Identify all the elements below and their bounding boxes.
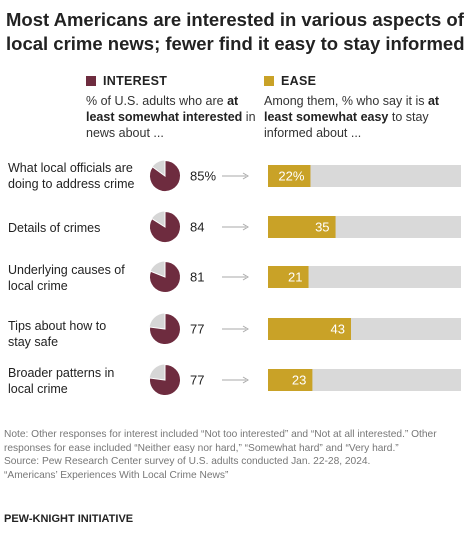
category-label-2: Underlying causes of local crime [8, 263, 125, 293]
pie-interest-0 [149, 159, 181, 192]
pie-interest-3 [149, 312, 181, 345]
category-label-0: What local officials are doing to addres… [8, 161, 135, 191]
interest-value-1: 84 [190, 220, 204, 235]
pie-interest-2 [149, 260, 181, 293]
ease-bar-track-4 [268, 369, 461, 391]
chart-svg: 85% 22% 84 35 81 21 77 43 77 23 [149, 159, 461, 396]
report-text: “Americans’ Experiences With Local Crime… [4, 469, 229, 481]
interest-value-0: 85% [190, 169, 216, 184]
arrow-head-2 [242, 273, 249, 281]
ease-bar-2 [268, 266, 309, 288]
arrow-head-1 [242, 223, 249, 231]
pie-interest-1 [149, 210, 181, 243]
legend-interest: INTEREST % of U.S. adults who are at lea… [86, 73, 256, 141]
interest-value-4: 77 [190, 373, 204, 388]
legend-ease-desc-pre: Among them, % who say it is [264, 94, 425, 108]
legend-interest-label: INTEREST [103, 74, 168, 88]
legend-ease-label: EASE [281, 74, 317, 88]
notes: Note: Other responses for interest inclu… [4, 428, 470, 482]
category-label-3: Tips about how to stay safe [8, 319, 107, 349]
ease-bar-3 [268, 318, 351, 340]
arrow-head-4 [242, 376, 249, 384]
ease-bar-track-0 [268, 165, 461, 187]
legend-interest-desc: % of U.S. adults who are at least somewh… [86, 93, 256, 141]
ease-value-0: 22% [278, 169, 304, 184]
ease-bar-4 [268, 369, 313, 391]
ease-value-3: 43 [331, 322, 345, 337]
legend-ease-desc-post: to stay informed about ... [264, 110, 429, 140]
legend-interest-desc-post: in news about ... [86, 110, 256, 140]
arrow-head-3 [242, 325, 249, 333]
legend-ease: EASE Among them, % who say it is at leas… [264, 73, 444, 141]
chart-title: Most Americans are interested in various… [6, 9, 465, 54]
pie-interest-4 [149, 363, 181, 396]
legend-ease-header: EASE [264, 73, 444, 89]
ease-value-2: 21 [288, 270, 302, 285]
legend-ease-desc-bold: at least somewhat easy [264, 94, 440, 124]
category-label-1: Details of crimes [8, 221, 101, 235]
interest-value-3: 77 [190, 322, 204, 337]
legend-interest-header: INTEREST [86, 73, 256, 89]
legend-ease-swatch [264, 76, 274, 86]
arrow-head-0 [242, 172, 249, 180]
brand-logo-text: PEW-KNIGHT INITIATIVE [4, 513, 134, 525]
interest-value-2: 81 [190, 270, 204, 285]
legend-interest-swatch [86, 76, 96, 86]
source-text: Source: Pew Research Center survey of U.… [4, 456, 371, 467]
legend-interest-desc-pre: % of U.S. adults who are [86, 94, 224, 108]
note-text: Note: Other responses for interest inclu… [4, 429, 437, 454]
category-label-4: Broader patterns in local crime [8, 366, 115, 396]
ease-bar-1 [268, 216, 336, 238]
legend-interest-desc-bold: at least somewhat interested [86, 94, 243, 124]
ease-value-4: 23 [292, 373, 306, 388]
legend-ease-desc: Among them, % who say it is at least som… [264, 93, 444, 141]
ease-bar-track-2 [268, 266, 461, 288]
ease-bar-0 [268, 165, 311, 187]
ease-value-1: 35 [315, 220, 329, 235]
